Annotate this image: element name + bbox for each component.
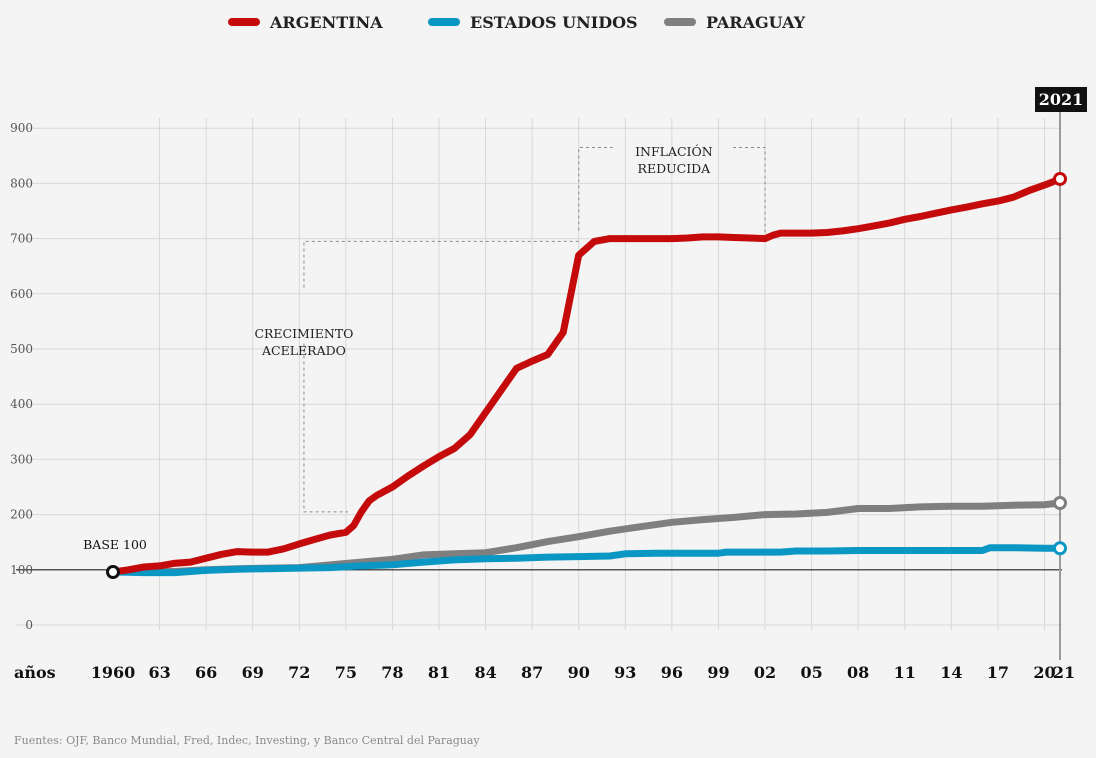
x-tick-label-93: 93 (614, 663, 636, 682)
annotation-bracket-right (733, 147, 766, 234)
annotation-bracket-bottom (303, 343, 348, 513)
y-tick-label-700: 700 (10, 232, 33, 246)
annotations: CRECIMIENTO ACELERADO INFLACIÓN REDUCIDA (254, 143, 766, 513)
x-tick-label-08: 08 (847, 663, 869, 682)
legend-label-argentina: ARGENTINA (270, 12, 383, 32)
x-tick-label-02: 02 (754, 663, 776, 682)
x-tick-label-66: 66 (195, 663, 217, 682)
end-marker-argentina (1053, 171, 1067, 186)
x-tick-label-96: 96 (661, 663, 683, 682)
series-line-usa (109, 544, 1064, 577)
x-tick-label-17: 17 (987, 663, 1009, 682)
legend-label-paraguay: PARAGUAY (706, 12, 806, 32)
x-tick-label-11: 11 (894, 663, 916, 682)
y-tick-label-300: 300 (10, 452, 33, 466)
x-axis-label: años (14, 663, 56, 682)
start-marker-base (106, 565, 120, 580)
highlight-year-label: 2021 (1039, 90, 1084, 109)
x-tick-label-81: 81 (428, 663, 450, 682)
x-tick-label-1960: 1960 (91, 663, 136, 682)
x-tick-label-20: 20 (1033, 663, 1055, 682)
x-tick-label-87: 87 (521, 663, 543, 682)
annotation-bracket-top (303, 240, 579, 289)
y-tick-label-600: 600 (10, 287, 33, 301)
legend-swatch-usa (428, 18, 460, 26)
legend-swatch-paraguay (664, 18, 696, 26)
highlight-year-box (1035, 87, 1087, 112)
y-tick-label-200: 200 (10, 508, 33, 522)
base-label: BASE 100 (83, 537, 147, 552)
y-tick-label-0: 0 (25, 618, 33, 632)
annotation-text-crecimiento-0: CRECIMIENTO (254, 326, 353, 341)
y-tick-label-100: 100 (10, 563, 33, 577)
y-tick-label-400: 400 (10, 397, 33, 411)
x-tick-label-14: 14 (940, 663, 962, 682)
series-markers: BASE 100 (83, 171, 1067, 580)
x-tick-label-21: 21 (1053, 663, 1075, 682)
x-axis: años 1960 63 66 69 72 75 78 81 84 87 90 93 96 99 02 05 08… (14, 663, 1075, 682)
x-tick-label-05: 05 (800, 663, 822, 682)
end-marker-usa (1053, 541, 1067, 556)
series-line-argentina (109, 175, 1064, 576)
y-tick-label-900: 900 (10, 121, 33, 135)
x-tick-label-69: 69 (242, 663, 264, 682)
x-tick-label-72: 72 (288, 663, 310, 682)
annotation-bracket-left (578, 147, 613, 231)
x-tick-label-99: 99 (707, 663, 729, 682)
y-tick-label-500: 500 (10, 342, 33, 356)
y-tick-label-800: 800 (10, 176, 33, 190)
x-tick-label-90: 90 (568, 663, 590, 682)
series-line-paraguay (109, 499, 1064, 576)
end-marker-paraguay (1053, 496, 1067, 511)
x-tick-label-63: 63 (148, 663, 170, 682)
grid: 2021 (16, 87, 1087, 660)
legend-item-usa: ESTADOS UNIDOS (428, 8, 638, 36)
legend-item-argentina: ARGENTINA (228, 8, 383, 36)
annotation-text-inflacion-0: INFLACIÓN (635, 143, 713, 159)
series-lines (109, 175, 1064, 577)
y-axis: 0 100 200 300 400 500 600 700 800 900 (10, 121, 33, 632)
legend-label-usa: ESTADOS UNIDOS (470, 12, 638, 32)
annotation-text-crecimiento-1: ACELERADO (261, 343, 346, 358)
legend-swatch-argentina (228, 18, 260, 26)
source-note: Fuentes: OJF, Banco Mundial, Fred, Indec… (14, 734, 480, 747)
legend: ARGENTINA ESTADOS UNIDOS PARAGUAY (0, 8, 1096, 36)
x-tick-label-75: 75 (335, 663, 357, 682)
x-tick-label-84: 84 (474, 663, 496, 682)
legend-item-paraguay: PARAGUAY (664, 8, 805, 36)
x-tick-label-78: 78 (381, 663, 403, 682)
annotation-text-inflacion-1: REDUCIDA (638, 161, 712, 176)
